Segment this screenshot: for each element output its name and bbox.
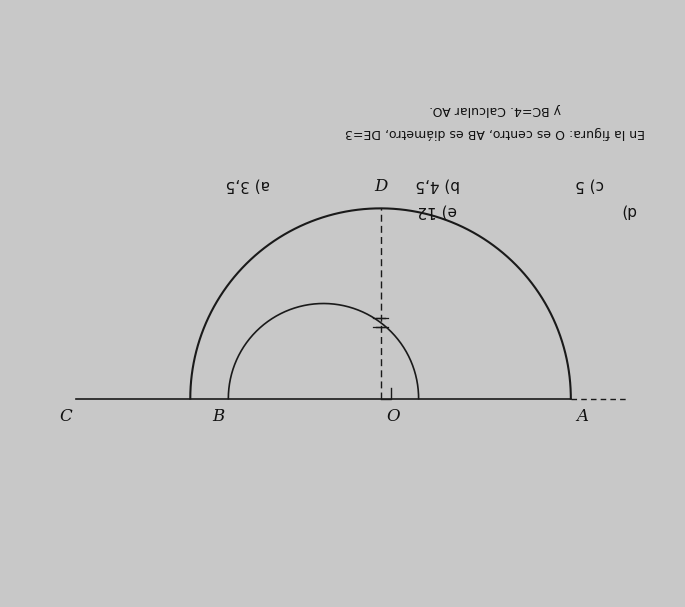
Text: A: A <box>577 408 588 425</box>
Text: y BC=4. Calcular AO.: y BC=4. Calcular AO. <box>429 103 560 116</box>
Text: B: B <box>212 408 225 425</box>
Text: c) 5: c) 5 <box>575 177 604 192</box>
Text: D: D <box>374 178 387 195</box>
Text: O: O <box>386 408 400 425</box>
Text: C: C <box>60 408 73 425</box>
Text: En la figura: O es centro, AB es diámetro, DE=3: En la figura: O es centro, AB es diámetr… <box>345 126 645 139</box>
Text: d): d) <box>620 204 636 219</box>
Text: b) 4,5: b) 4,5 <box>415 177 460 192</box>
Text: a) 3,5: a) 3,5 <box>225 177 270 192</box>
Text: e) 12: e) 12 <box>418 204 458 219</box>
